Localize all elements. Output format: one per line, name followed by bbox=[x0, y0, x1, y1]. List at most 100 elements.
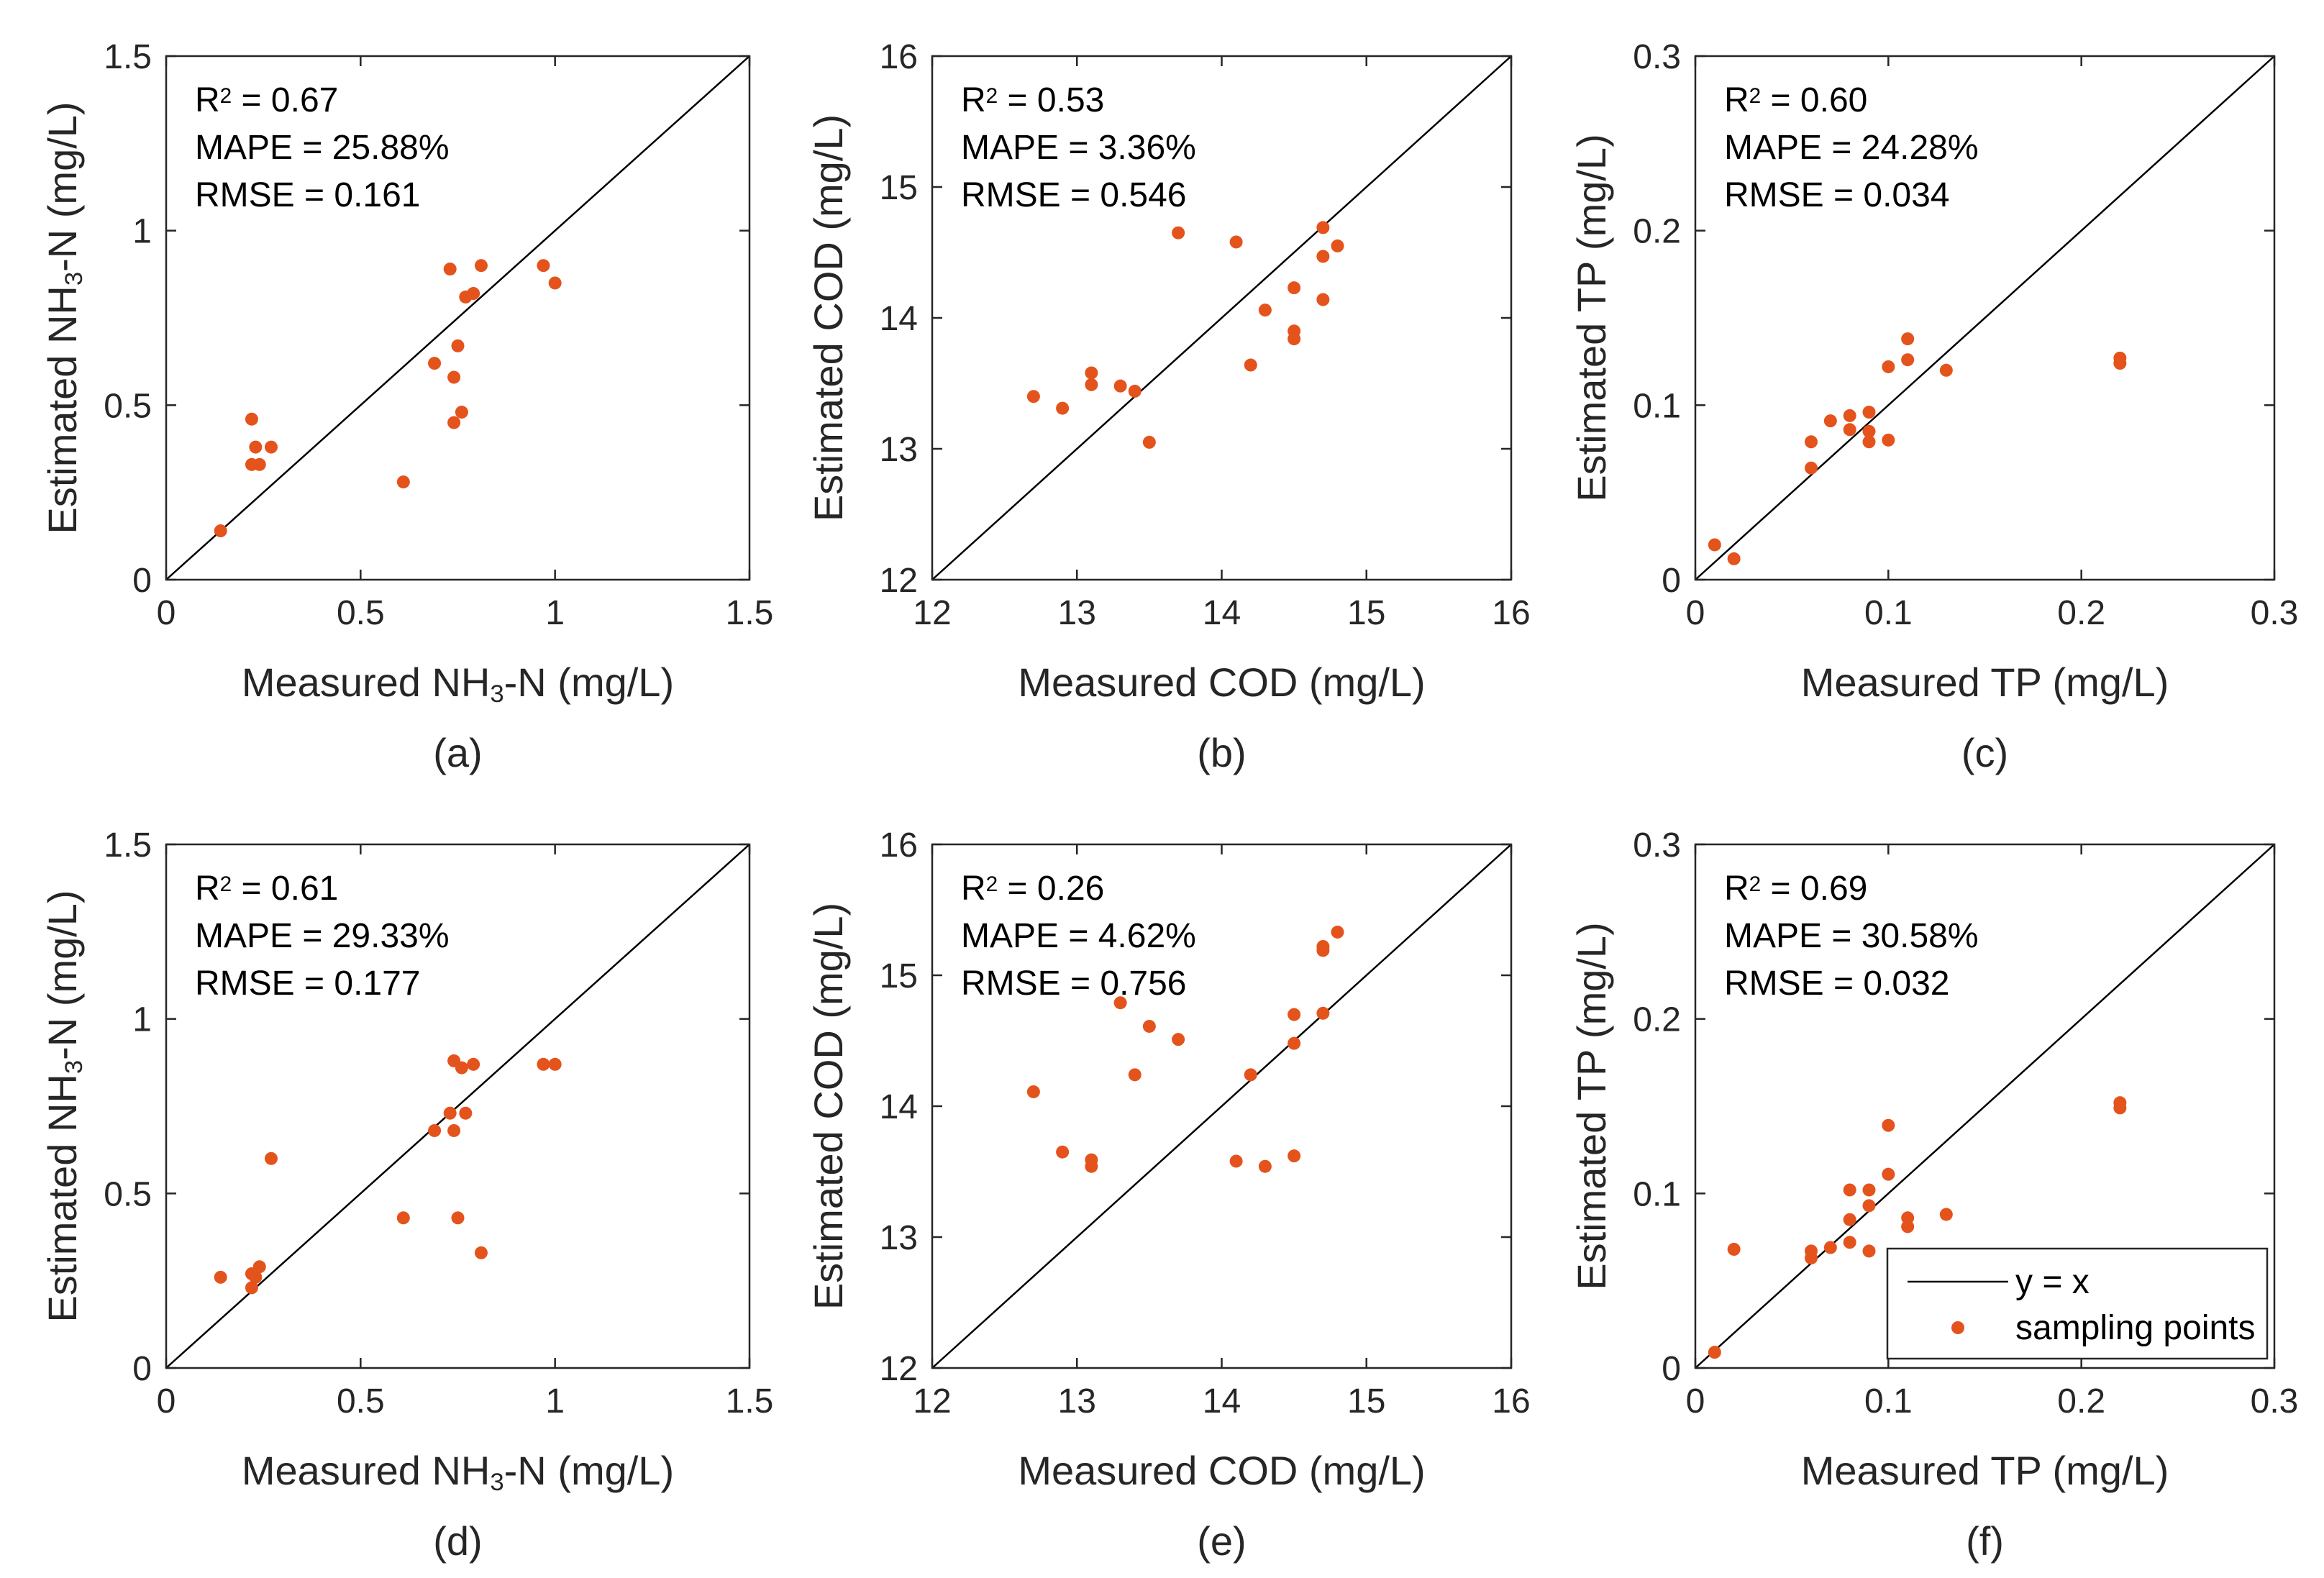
panel-b: 12 13 14 15 16 12 13 14 15 16 Measured COD (mg/L) E… bbox=[806, 38, 1531, 775]
sampling-point bbox=[2113, 1096, 2127, 1110]
sampling-point bbox=[443, 263, 457, 276]
x-tick-label: 0.5 bbox=[337, 1382, 385, 1420]
axes-box bbox=[1694, 55, 2276, 581]
sampling-point bbox=[2113, 357, 2127, 370]
sampling-point bbox=[1142, 435, 1156, 449]
sampling-point bbox=[447, 416, 461, 429]
x-tick-label: 15 bbox=[1347, 1382, 1385, 1420]
sampling-point bbox=[1708, 538, 1721, 552]
y-tick-label: 12 bbox=[880, 562, 918, 600]
x-axis-title: Measured NH3-N (mg/L) bbox=[242, 1448, 674, 1496]
sampling-point bbox=[474, 1246, 488, 1259]
sampling-point bbox=[1056, 401, 1070, 415]
panel-label: (b) bbox=[1197, 730, 1246, 775]
panel-f: 0 0.1 0.2 0.3 0 0.1 0.2 0.3 Measured TP (mg/L) Es… bbox=[1569, 826, 2298, 1564]
panel-label: (c) bbox=[1961, 730, 2008, 775]
y-tick-label: 0.3 bbox=[1633, 826, 1681, 865]
x-tick-label: 12 bbox=[913, 1382, 951, 1420]
sampling-point bbox=[1085, 1159, 1098, 1173]
sampling-point bbox=[214, 524, 227, 538]
sampling-point bbox=[1823, 1241, 1837, 1254]
sampling-point bbox=[1331, 239, 1344, 252]
sampling-point bbox=[447, 1123, 461, 1137]
panel-label: (e) bbox=[1197, 1518, 1246, 1564]
r-squared-text: R2 = 0.61 bbox=[195, 870, 338, 908]
sampling-point bbox=[1843, 409, 1856, 422]
x-tick-label: 0.2 bbox=[2057, 594, 2105, 632]
sampling-point bbox=[1258, 304, 1272, 317]
x-axis-title: Measured NH3-N (mg/L) bbox=[242, 660, 674, 708]
r-squared-text: R2 = 0.69 bbox=[1724, 870, 1867, 908]
sampling-point bbox=[1316, 250, 1330, 263]
sampling-point bbox=[252, 457, 266, 471]
sampling-point bbox=[1882, 433, 1895, 447]
rmse-text: RMSE = 0.034 bbox=[1724, 176, 1950, 214]
mape-text: MAPE = 30.58% bbox=[1724, 917, 1979, 955]
sampling-point bbox=[249, 1270, 263, 1284]
sampling-point bbox=[443, 1106, 457, 1120]
sampling-point bbox=[396, 1211, 410, 1225]
x-tick-label: 0.1 bbox=[1864, 594, 1913, 632]
sampling-point bbox=[548, 276, 562, 290]
sampling-point bbox=[1901, 332, 1915, 346]
r-squared-text: R2 = 0.67 bbox=[195, 81, 338, 119]
sampling-point bbox=[264, 440, 278, 454]
panel-label: (f) bbox=[1966, 1518, 2004, 1564]
sampling-point bbox=[245, 412, 258, 426]
y-tick-label: 0.5 bbox=[104, 387, 152, 425]
y-tick-label: 0.2 bbox=[1633, 1001, 1681, 1039]
x-tick-label: 0.3 bbox=[2251, 1382, 2299, 1420]
axes-box bbox=[1694, 843, 2276, 1369]
sampling-point bbox=[548, 1057, 562, 1071]
sampling-point bbox=[455, 1061, 468, 1075]
y-tick-label: 12 bbox=[880, 1350, 918, 1388]
mape-text: MAPE = 3.36% bbox=[961, 129, 1196, 167]
x-axis-title: Measured TP (mg/L) bbox=[1801, 1448, 2169, 1493]
sampling-point bbox=[1258, 1159, 1272, 1173]
sampling-point bbox=[1085, 366, 1098, 380]
x-tick-label: 0.2 bbox=[2057, 1382, 2105, 1420]
sampling-point bbox=[537, 1057, 550, 1071]
sampling-point bbox=[1901, 353, 1915, 367]
sampling-point bbox=[1843, 1236, 1856, 1249]
y-axis-title: Estimated NH3-N (mg/L) bbox=[40, 890, 88, 1322]
y-tick-label: 13 bbox=[880, 431, 918, 469]
sampling-point bbox=[249, 440, 263, 454]
sampling-point bbox=[1229, 235, 1243, 249]
y-tick-label: 16 bbox=[880, 38, 918, 76]
panel-label: (d) bbox=[433, 1518, 482, 1564]
sampling-point bbox=[1862, 1183, 1876, 1197]
mape-text: MAPE = 24.28% bbox=[1724, 129, 1979, 167]
sampling-point bbox=[1085, 378, 1098, 391]
rmse-text: RMSE = 0.177 bbox=[195, 964, 421, 1003]
sampling-point bbox=[214, 1270, 227, 1284]
rmse-text: RMSE = 0.756 bbox=[961, 964, 1187, 1003]
identity-line bbox=[931, 844, 1512, 1369]
legend: y = x sampling points bbox=[1886, 1247, 2269, 1360]
x-tick-label: 12 bbox=[913, 594, 951, 632]
x-tick-label: 0 bbox=[1686, 594, 1705, 632]
sampling-point bbox=[1288, 1036, 1301, 1050]
mape-text: MAPE = 29.33% bbox=[195, 917, 450, 955]
x-tick-label: 15 bbox=[1347, 594, 1385, 632]
x-tick-label: 13 bbox=[1058, 594, 1096, 632]
x-tick-label: 16 bbox=[1492, 1382, 1530, 1420]
r-squared-text: R2 = 0.26 bbox=[961, 870, 1104, 908]
x-axis-title: Measured TP (mg/L) bbox=[1801, 660, 2169, 705]
legend-box bbox=[1886, 1247, 2269, 1360]
sampling-point bbox=[1862, 406, 1876, 419]
identity-line bbox=[1695, 844, 2275, 1369]
sampling-point bbox=[1882, 1118, 1895, 1132]
x-axis-title: Measured COD (mg/L) bbox=[1018, 1448, 1425, 1493]
identity-line bbox=[931, 55, 1512, 580]
sampling-point bbox=[1288, 332, 1301, 346]
y-tick-label: 14 bbox=[880, 300, 918, 338]
y-tick-label: 1 bbox=[132, 1001, 152, 1039]
x-tick-label: 1 bbox=[545, 594, 565, 632]
y-tick-label: 15 bbox=[880, 169, 918, 207]
mape-text: MAPE = 4.62% bbox=[961, 917, 1196, 955]
x-tick-label: 14 bbox=[1203, 594, 1241, 632]
sampling-point bbox=[1288, 1149, 1301, 1163]
x-tick-label: 0.5 bbox=[337, 594, 385, 632]
